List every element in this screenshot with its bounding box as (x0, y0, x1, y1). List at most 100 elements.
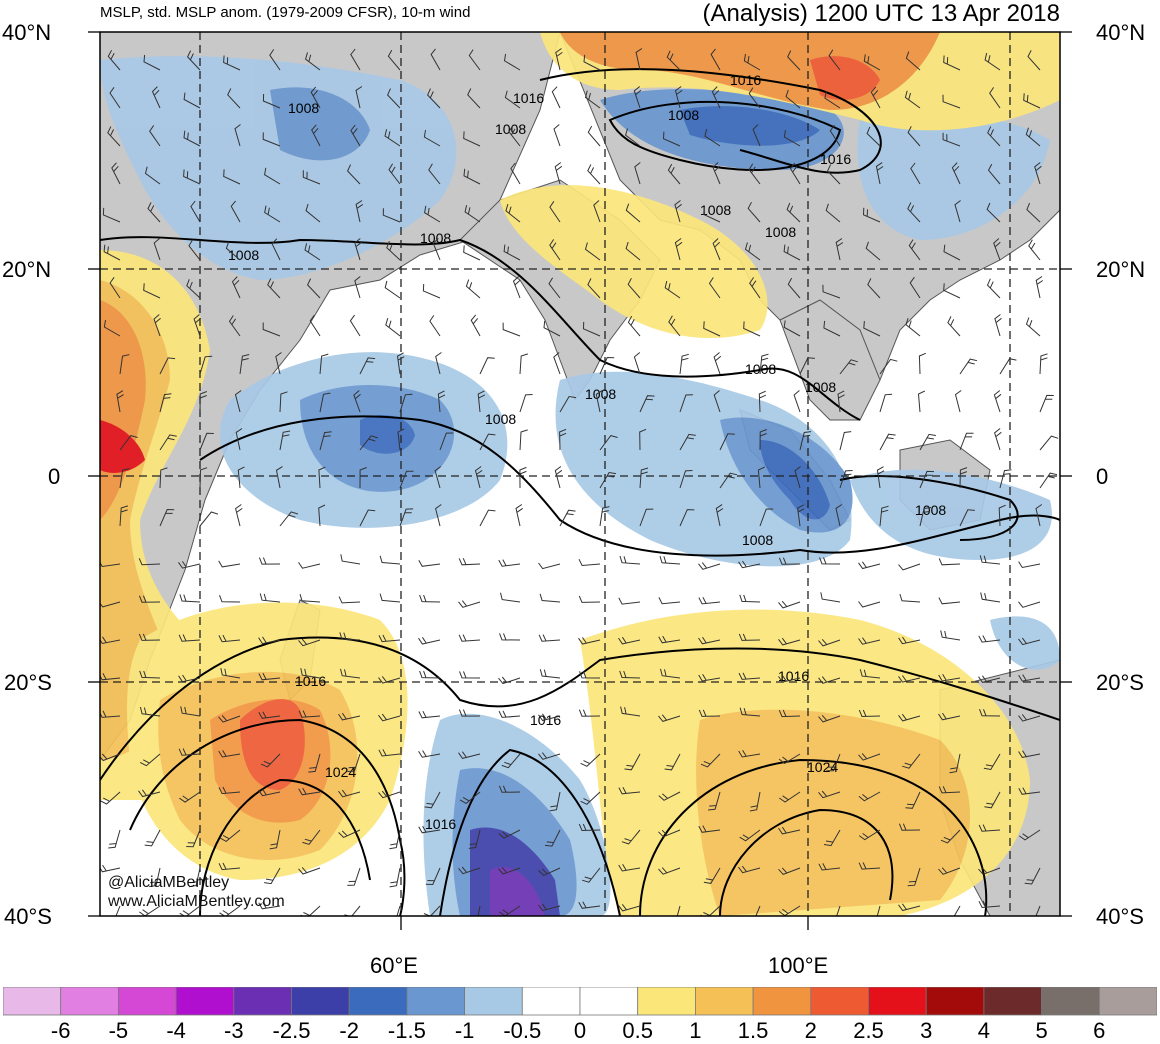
wind-barb (797, 504, 805, 527)
colorbar-tick-label: -6 (50, 1018, 71, 1043)
wind-barb (584, 242, 601, 261)
lat-label-right: 40°N (1096, 20, 1146, 45)
wind-barb (698, 596, 721, 605)
wind-barb (1018, 561, 1041, 569)
wind-barb (425, 867, 441, 886)
lat-label-left: 20°N (2, 257, 52, 282)
contour-label: 1008 (805, 379, 836, 395)
wind-barb (237, 466, 245, 489)
anomaly-neg-persia-core (270, 87, 370, 161)
wind-barb (870, 86, 881, 109)
wind-barb (463, 131, 481, 147)
wind-barb (279, 511, 299, 527)
wind-barb (379, 555, 401, 565)
wind-barb (378, 790, 401, 799)
lat-label-right: 20°N (1096, 257, 1146, 282)
wind-barb (618, 903, 641, 912)
wind-barb (399, 508, 414, 527)
wind-barb (679, 433, 696, 451)
wind-barb (419, 670, 441, 679)
wind-barb (378, 749, 401, 757)
wind-barb (498, 785, 521, 793)
wind-barb (275, 466, 283, 489)
colorbar-tick-label: -4 (166, 1018, 186, 1043)
wind-barb (1018, 787, 1041, 795)
wind-barb (538, 752, 561, 760)
wind-barb (778, 600, 801, 609)
wind-barb (354, 238, 362, 261)
wind-barb (458, 600, 481, 608)
wind-barb (258, 672, 281, 681)
isobar-1024-sw (199, 778, 371, 916)
wind-barb (658, 829, 681, 838)
wind-barb (710, 48, 721, 71)
lat-label-left: 0 (48, 464, 61, 489)
wind-barb (978, 824, 1001, 832)
wind-barb (818, 790, 841, 799)
anomaly-neg-southern-center (490, 867, 545, 916)
wind-barb (783, 130, 801, 147)
wind-barb (984, 52, 1001, 71)
wind-barb (748, 87, 761, 109)
wind-barb (430, 48, 441, 71)
wind-barb (458, 634, 481, 642)
wind-barb (279, 391, 288, 413)
wind-barb (424, 205, 441, 223)
wind-barb (311, 124, 321, 147)
colorbar-tick-label: 2.5 (853, 1018, 884, 1043)
wind-barb (235, 428, 243, 451)
wind-barb (378, 713, 401, 722)
wind-barb (258, 636, 281, 645)
wind-barb (902, 753, 921, 769)
wind-barb (319, 392, 331, 413)
wind-barb (388, 163, 401, 185)
wind-barb (225, 241, 241, 261)
wind-barb (187, 50, 201, 71)
colorbar-swatch (579, 987, 639, 1016)
wind-barb (998, 504, 1006, 527)
wind-barb (347, 753, 361, 772)
wind-barb (218, 862, 241, 871)
wind-barb (633, 86, 642, 109)
wind-barb (667, 163, 681, 185)
wind-barb (876, 905, 881, 916)
wind-barb (987, 126, 1001, 147)
wind-barb (298, 867, 321, 875)
wind-barb (676, 905, 681, 916)
contour-label: 1008 (915, 502, 946, 518)
wind-barb (359, 435, 378, 451)
colorbar-tick-label: 3 (920, 1018, 933, 1043)
wind-barb (108, 829, 121, 849)
wind-barb (464, 204, 481, 223)
wind-barb (304, 243, 321, 261)
wind-barb (186, 829, 201, 848)
wind-barb (548, 277, 561, 299)
wind-barb (319, 431, 332, 451)
wind-barb (228, 315, 241, 337)
wind-barb (178, 634, 201, 642)
wind-barb (627, 315, 641, 337)
wind-barb (907, 202, 921, 223)
isobar-1020-south (129, 718, 406, 916)
colorbar-tick-label: 1 (689, 1018, 702, 1043)
map-title: (Analysis) 1200 UTC 13 Apr 2018 (702, 0, 1060, 27)
wind-barb (738, 633, 761, 641)
wind-barb (994, 428, 1002, 451)
wind-barb (986, 278, 1001, 299)
wind-barb (427, 88, 441, 109)
wind-barb (338, 712, 361, 721)
wind-barb (898, 903, 921, 912)
wind-barb (907, 867, 921, 887)
wind-barb (302, 829, 321, 845)
wind-barb (738, 750, 761, 758)
wind-barb (479, 509, 496, 527)
wind-barb (396, 905, 401, 916)
wind-barb (943, 283, 961, 299)
wind-barb (713, 352, 722, 375)
wind-barb (938, 674, 961, 682)
wind-barb (595, 390, 603, 413)
wind-barb (940, 829, 961, 844)
wind-barb (463, 168, 481, 185)
wind-barb (230, 200, 241, 223)
wind-barb (435, 352, 442, 375)
